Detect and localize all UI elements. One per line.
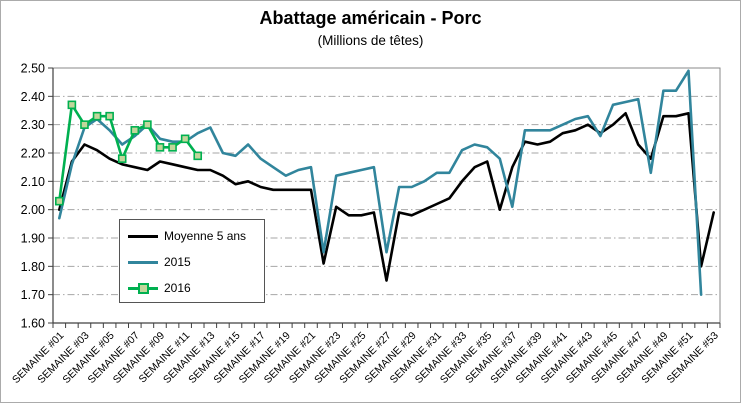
- svg-text:2.10: 2.10: [21, 175, 45, 189]
- svg-text:2.00: 2.00: [21, 203, 45, 217]
- y-axis-labels: 1.60 1.70 1.80 1.90 2.00 2.10 2.20 2.30 2.40 2.50: [21, 62, 53, 331]
- legend-swatch-moyenne: [128, 232, 158, 241]
- svg-text:1.80: 1.80: [21, 260, 45, 274]
- svg-text:1.60: 1.60: [21, 317, 45, 331]
- legend-label-moyenne: Moyenne 5 ans: [164, 229, 247, 243]
- legend-item-2016: 2016: [128, 275, 256, 301]
- legend-swatch-2015: [128, 258, 158, 267]
- legend-label-2015: 2015: [164, 255, 191, 269]
- legend-swatch-2016: [128, 282, 158, 294]
- series-2016: [54, 100, 203, 206]
- svg-text:2.50: 2.50: [21, 62, 45, 76]
- legend: Moyenne 5 ans 2015 2016: [119, 219, 265, 303]
- svg-text:1.70: 1.70: [21, 288, 45, 302]
- legend-label-2016: 2016: [164, 281, 191, 295]
- legend-item-moyenne-5-ans: Moyenne 5 ans: [128, 223, 256, 249]
- svg-text:2.40: 2.40: [21, 90, 45, 104]
- chart-title: Abattage américain - Porc: [259, 8, 482, 28]
- x-axis-ticks: [52, 323, 721, 328]
- legend-item-2015: 2015: [128, 249, 256, 275]
- svg-text:2.30: 2.30: [21, 118, 45, 132]
- axes: [52, 67, 721, 324]
- chart-subtitle: (Millions de têtes): [317, 33, 424, 48]
- series-2015: [58, 69, 703, 296]
- svg-text:1.90: 1.90: [21, 232, 45, 246]
- legend-2016-square-marker: [137, 282, 149, 294]
- svg-text:2.20: 2.20: [21, 147, 45, 161]
- series-moyenne-5-ans: [58, 112, 715, 282]
